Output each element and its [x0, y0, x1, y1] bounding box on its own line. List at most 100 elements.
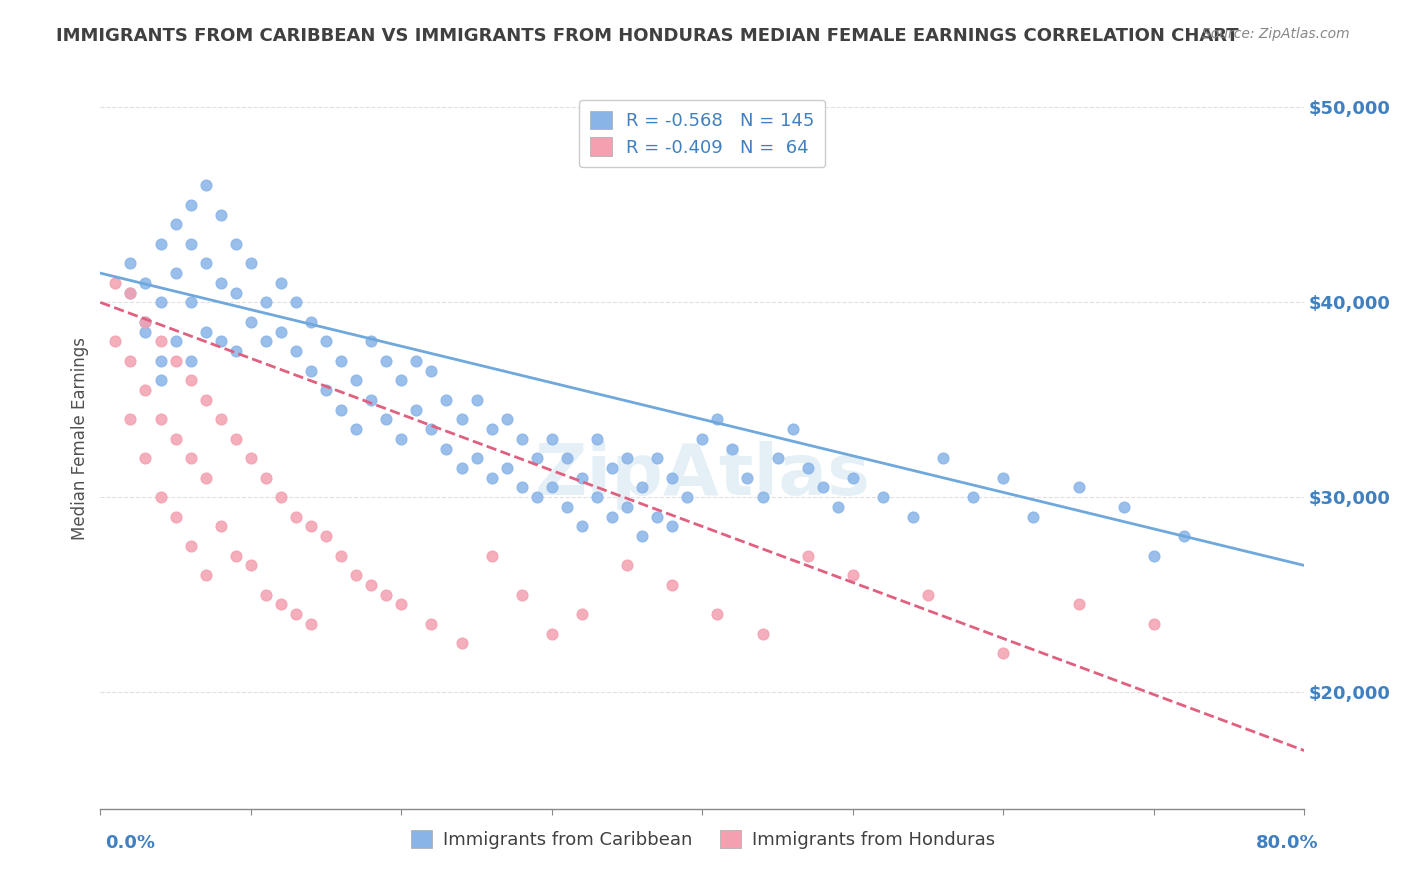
Point — [254, 334, 277, 349]
Point — [149, 295, 172, 310]
Point — [661, 519, 683, 533]
Point — [465, 392, 488, 407]
Point — [420, 616, 443, 631]
Point — [481, 422, 503, 436]
Point — [194, 325, 217, 339]
Point — [330, 549, 353, 563]
Point — [180, 539, 202, 553]
Point — [120, 256, 142, 270]
Point — [555, 451, 578, 466]
Point — [526, 490, 548, 504]
Point — [134, 451, 156, 466]
Point — [194, 568, 217, 582]
Point — [540, 432, 562, 446]
Point — [796, 549, 818, 563]
Point — [692, 432, 714, 446]
Point — [239, 315, 262, 329]
Point — [465, 451, 488, 466]
Point — [165, 354, 187, 368]
Point — [180, 451, 202, 466]
Point — [344, 373, 367, 387]
Point — [1022, 509, 1045, 524]
Point — [330, 402, 353, 417]
Point — [571, 519, 593, 533]
Point — [450, 412, 472, 426]
Point — [389, 432, 412, 446]
Point — [285, 607, 308, 621]
Point — [330, 354, 353, 368]
Point — [436, 442, 458, 456]
Point — [495, 412, 517, 426]
Legend: Immigrants from Caribbean, Immigrants from Honduras: Immigrants from Caribbean, Immigrants fr… — [404, 822, 1002, 856]
Point — [450, 636, 472, 650]
Point — [180, 373, 202, 387]
Point — [165, 218, 187, 232]
Point — [134, 315, 156, 329]
Point — [120, 285, 142, 300]
Point — [209, 412, 232, 426]
Point — [104, 276, 127, 290]
Point — [149, 373, 172, 387]
Point — [631, 529, 654, 543]
Point — [149, 334, 172, 349]
Point — [1173, 529, 1195, 543]
Point — [194, 178, 217, 193]
Text: IMMIGRANTS FROM CARIBBEAN VS IMMIGRANTS FROM HONDURAS MEDIAN FEMALE EARNINGS COR: IMMIGRANTS FROM CARIBBEAN VS IMMIGRANTS … — [56, 27, 1239, 45]
Point — [751, 626, 773, 640]
Point — [676, 490, 699, 504]
Point — [225, 344, 247, 359]
Point — [481, 471, 503, 485]
Point — [481, 549, 503, 563]
Point — [917, 588, 939, 602]
Point — [165, 509, 187, 524]
Point — [344, 568, 367, 582]
Point — [104, 334, 127, 349]
Point — [299, 519, 322, 533]
Legend: R = -0.568   N = 145, R = -0.409   N =  64: R = -0.568 N = 145, R = -0.409 N = 64 — [579, 100, 825, 168]
Point — [420, 363, 443, 377]
Text: ZipAtlas: ZipAtlas — [534, 442, 870, 510]
Point — [180, 295, 202, 310]
Point — [149, 490, 172, 504]
Point — [270, 598, 292, 612]
Point — [571, 471, 593, 485]
Point — [180, 198, 202, 212]
Point — [645, 509, 668, 524]
Point — [375, 354, 398, 368]
Point — [360, 578, 382, 592]
Point — [225, 432, 247, 446]
Point — [120, 354, 142, 368]
Point — [436, 392, 458, 407]
Point — [1143, 616, 1166, 631]
Point — [389, 598, 412, 612]
Point — [285, 295, 308, 310]
Point — [510, 481, 533, 495]
Point — [555, 500, 578, 514]
Point — [134, 383, 156, 397]
Point — [586, 490, 609, 504]
Text: Source: ZipAtlas.com: Source: ZipAtlas.com — [1202, 27, 1350, 41]
Point — [270, 276, 292, 290]
Point — [1112, 500, 1135, 514]
Point — [285, 509, 308, 524]
Point — [239, 256, 262, 270]
Point — [239, 451, 262, 466]
Point — [165, 432, 187, 446]
Point — [706, 412, 728, 426]
Point — [194, 256, 217, 270]
Point — [600, 461, 623, 475]
Point — [661, 471, 683, 485]
Point — [706, 607, 728, 621]
Point — [254, 471, 277, 485]
Point — [209, 334, 232, 349]
Point — [751, 490, 773, 504]
Point — [405, 354, 427, 368]
Point — [721, 442, 744, 456]
Point — [315, 383, 337, 397]
Point — [225, 549, 247, 563]
Point — [510, 588, 533, 602]
Point — [134, 325, 156, 339]
Point — [209, 519, 232, 533]
Point — [450, 461, 472, 475]
Y-axis label: Median Female Earnings: Median Female Earnings — [72, 337, 89, 541]
